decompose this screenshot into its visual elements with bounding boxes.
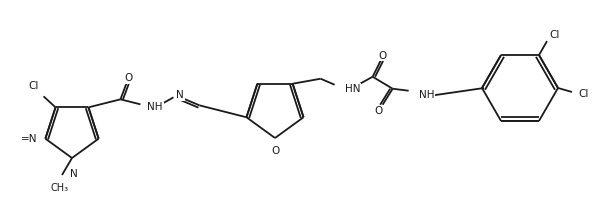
- Text: CH₃: CH₃: [51, 183, 69, 193]
- Text: NH: NH: [419, 90, 434, 100]
- Text: Cl: Cl: [28, 81, 39, 91]
- Text: HN: HN: [344, 84, 360, 94]
- Text: NH: NH: [148, 102, 163, 112]
- Text: N: N: [70, 169, 78, 179]
- Text: N: N: [176, 90, 184, 100]
- Text: =N: =N: [21, 134, 37, 144]
- Text: Cl: Cl: [549, 30, 559, 40]
- Text: O: O: [124, 73, 133, 83]
- Text: Cl: Cl: [578, 89, 588, 99]
- Text: O: O: [379, 51, 387, 61]
- Text: O: O: [374, 106, 383, 116]
- Text: O: O: [271, 146, 279, 156]
